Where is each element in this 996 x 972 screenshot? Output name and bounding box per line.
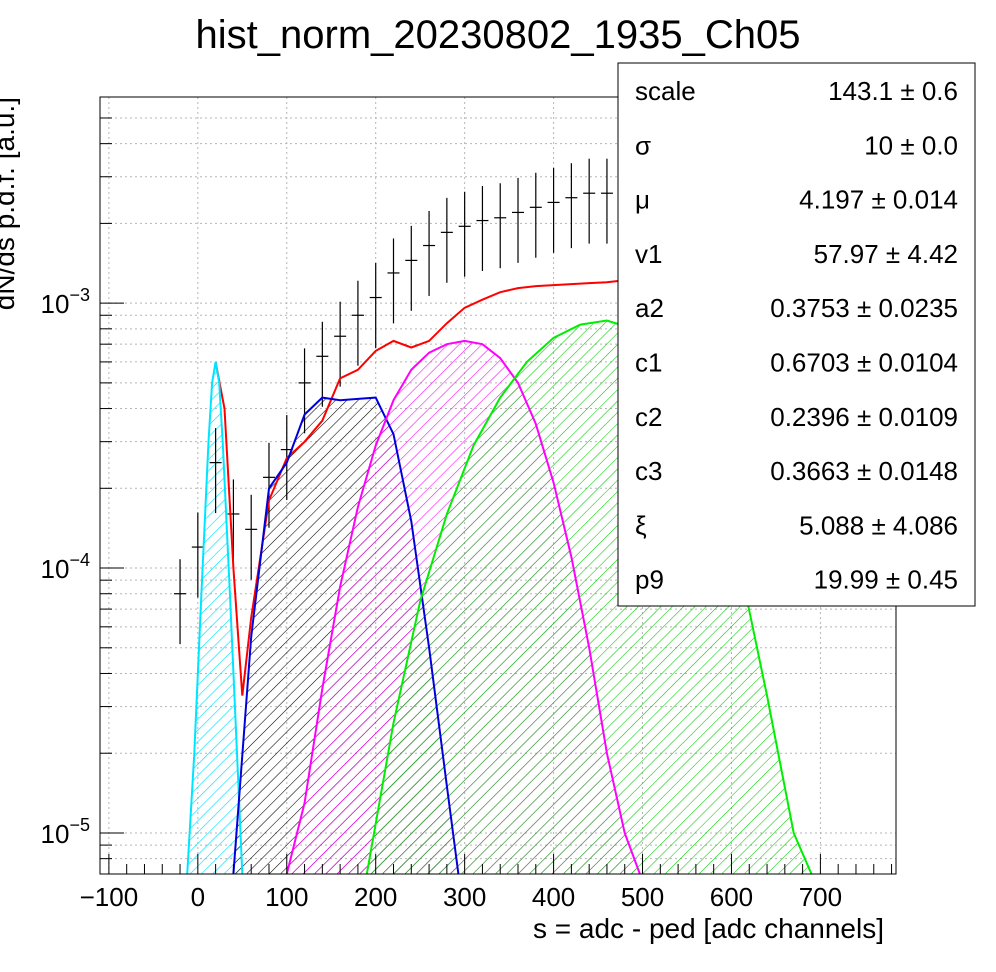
x-tick-label: 100: [265, 882, 308, 912]
stats-box-frame: [617, 62, 976, 607]
stats-param-value: 57.97 ± 4.42: [814, 239, 958, 269]
x-tick-label: 400: [532, 882, 575, 912]
y-ticks: 10−5 10−4 10−3: [41, 96, 124, 875]
x-tick-label: 200: [354, 882, 397, 912]
stats-param-value: 10 ± 0.0: [864, 130, 958, 160]
stats-param-name: p9: [635, 565, 664, 595]
x-tick-label: 600: [710, 882, 753, 912]
x-axis-title: s = adc - ped [adc channels]: [533, 913, 884, 944]
stats-param-name: scale: [635, 76, 696, 106]
x-tick-label: 0: [191, 882, 205, 912]
stats-param-value: 5.088 ± 4.086: [799, 510, 958, 540]
pedestal-peak-curve-fill: [187, 361, 243, 874]
stats-param-name: c3: [635, 456, 662, 486]
stats-param-name: ξ: [635, 510, 647, 540]
x-tick-label: 700: [799, 882, 842, 912]
stats-param-value: 143.1 ± 0.6: [828, 76, 958, 106]
stats-param-value: 0.3663 ± 0.0148: [770, 456, 958, 486]
stats-param-value: 0.6703 ± 0.0104: [770, 348, 958, 378]
y-tick-label: 10−5: [41, 815, 90, 849]
two-pe-curve: [285, 339, 641, 874]
stats-param-value: 19.99 ± 0.45: [814, 565, 958, 595]
y-axis-title: dN/ds p.d.f. [a.u.]: [0, 97, 20, 310]
stats-param-value: 0.2396 ± 0.0109: [770, 402, 958, 432]
y-tick-label: 10−3: [41, 285, 90, 319]
x-tick-label: 300: [443, 882, 486, 912]
stats-param-name: a2: [635, 293, 664, 323]
stats-param-name: c1: [635, 348, 662, 378]
stats-param-value: 0.3753 ± 0.0235: [770, 293, 958, 323]
chart-title: hist_norm_20230802_1935_Ch05: [196, 13, 801, 57]
stats-param-name: v1: [635, 239, 662, 269]
one-pe-curve: [232, 396, 460, 874]
stats-param-name: c2: [635, 402, 662, 432]
x-ticks: −100 0 100 200 300 400 500 600 700: [80, 854, 893, 912]
x-tick-label: −100: [80, 882, 139, 912]
stats-param-name: σ: [635, 130, 651, 160]
data-histogram: [174, 154, 720, 645]
y-tick-label: 10−4: [41, 550, 90, 584]
stats-param-value: 4.197 ± 0.014: [799, 185, 958, 215]
fit-stats-box: scale 143.1 ± 0.6 σ 10 ± 0.0 μ 4.197 ± 0.014 v…: [617, 62, 976, 607]
x-tick-label: 500: [621, 882, 664, 912]
stats-param-name: μ: [635, 185, 650, 215]
pedestal-peak-curve: [186, 361, 244, 874]
